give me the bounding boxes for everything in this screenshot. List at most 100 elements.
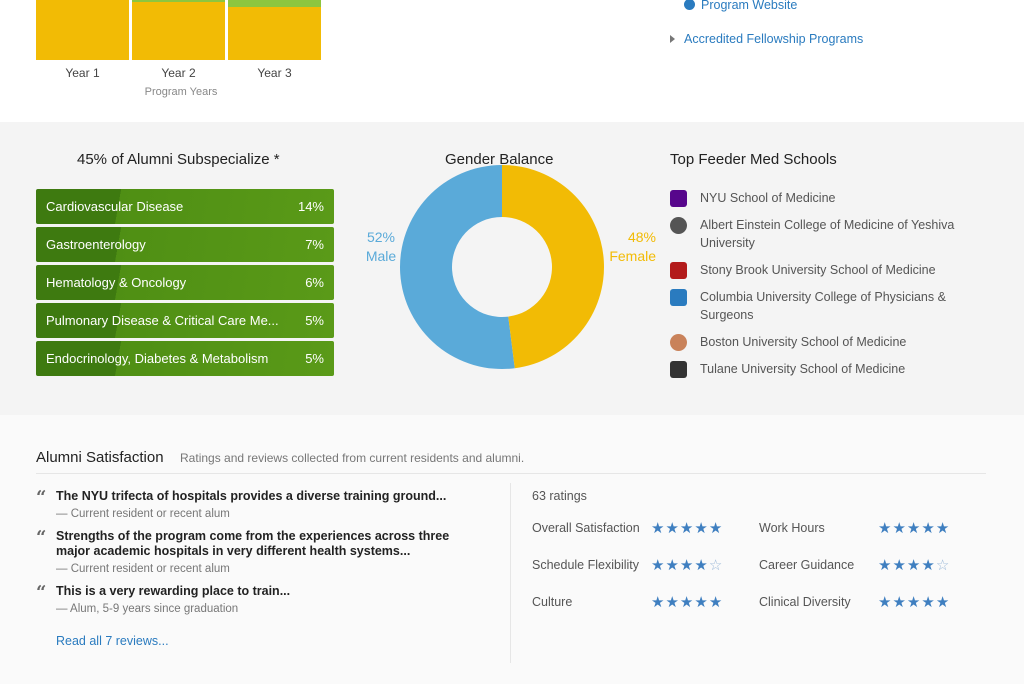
subspecialty-pct: 7% bbox=[305, 237, 324, 252]
rating-label: Schedule Flexibility bbox=[532, 558, 639, 572]
bu-seal-icon bbox=[670, 334, 687, 351]
tick-year-1: Year 1 bbox=[65, 66, 100, 80]
subspecialty-pct: 6% bbox=[305, 275, 324, 290]
review-quote: The NYU trifecta of hospitals provides a… bbox=[56, 489, 447, 503]
feeder-schools-title: Top Feeder Med Schools bbox=[670, 151, 837, 168]
review-item: “ Strengths of the program come from the… bbox=[36, 527, 476, 575]
gender-balance-title: Gender Balance bbox=[445, 151, 554, 168]
school-name: NYU School of Medicine bbox=[700, 191, 836, 205]
school-name: Albert Einstein College of Medicine of Y… bbox=[700, 218, 955, 250]
star-filled-icon: ★ bbox=[679, 520, 695, 537]
female-label: 48% Female bbox=[600, 228, 656, 266]
subspecialty-row[interactable]: Cardiovascular Disease 14% bbox=[36, 189, 334, 224]
rating-stars: ★★★★☆ bbox=[878, 556, 950, 574]
rating-label: Clinical Diversity bbox=[759, 595, 851, 609]
star-filled-icon: ★ bbox=[921, 520, 936, 537]
star-filled-icon: ★ bbox=[665, 520, 680, 537]
star-filled-icon: ★ bbox=[665, 594, 680, 611]
quote-icon: “ bbox=[36, 527, 47, 548]
ratings-panel: 63 ratings Overall Satisfaction ★★★★★ Wo… bbox=[532, 489, 982, 611]
subspecialty-row[interactable]: Pulmonary Disease & Critical Care Me... … bbox=[36, 303, 334, 338]
quote-icon: “ bbox=[36, 487, 47, 508]
star-filled-icon: ★ bbox=[665, 557, 680, 574]
program-website-link[interactable]: Program Website bbox=[684, 0, 797, 12]
einstein-seal-icon bbox=[670, 217, 687, 234]
male-label: 52% Male bbox=[360, 228, 402, 266]
star-filled-icon: ★ bbox=[878, 594, 893, 611]
star-empty-icon: ☆ bbox=[708, 557, 724, 574]
program-website-label: Program Website bbox=[701, 0, 798, 12]
school-name: Tulane University School of Medicine bbox=[700, 362, 906, 376]
star-filled-icon: ★ bbox=[679, 557, 695, 574]
school-item: Albert Einstein College of Medicine of Y… bbox=[670, 216, 970, 252]
rating-label: Overall Satisfaction bbox=[532, 521, 640, 535]
accredited-fellowship-link[interactable]: Accredited Fellowship Programs bbox=[670, 32, 863, 46]
tulane-shield-icon bbox=[670, 361, 687, 378]
program-years-axis-label: Program Years bbox=[144, 86, 218, 98]
star-filled-icon: ★ bbox=[892, 557, 907, 574]
subspecialty-label: Endocrinology, Diabetes & Metabolism bbox=[46, 351, 269, 366]
star-filled-icon: ★ bbox=[694, 594, 709, 611]
rating-stars: ★★★★★ bbox=[878, 593, 950, 611]
program-years-section: Year 1 Year 2 Year 3 Program Years Progr… bbox=[0, 0, 1024, 122]
female-pct: 48% bbox=[627, 229, 656, 245]
globe-icon bbox=[684, 0, 695, 10]
stony-brook-icon bbox=[670, 262, 687, 279]
review-author: — Current resident or recent alum bbox=[56, 508, 230, 520]
school-item: Boston University School of Medicine bbox=[670, 333, 970, 351]
star-filled-icon: ★ bbox=[651, 557, 666, 574]
columbia-crown-icon bbox=[670, 289, 687, 306]
star-filled-icon: ★ bbox=[708, 594, 724, 611]
school-item: NYU School of Medicine bbox=[670, 189, 970, 207]
subspecialty-list: Cardiovascular Disease 14% Gastroenterol… bbox=[36, 189, 334, 379]
review-quote: Strengths of the program come from the e… bbox=[56, 529, 450, 558]
school-item: Columbia University College of Physician… bbox=[670, 288, 970, 324]
subspecialty-label: Gastroenterology bbox=[46, 237, 146, 252]
subspecialty-row[interactable]: Endocrinology, Diabetes & Metabolism 5% bbox=[36, 341, 334, 376]
reviews-list: “ The NYU trifecta of hospitals provides… bbox=[36, 487, 476, 624]
school-name: Stony Brook University School of Medicin… bbox=[700, 263, 936, 277]
subspecialty-row[interactable]: Hematology & Oncology 6% bbox=[36, 265, 334, 300]
star-filled-icon: ★ bbox=[878, 520, 893, 537]
star-empty-icon: ☆ bbox=[935, 557, 951, 574]
rating-stars: ★★★★★ bbox=[878, 519, 950, 537]
header-divider bbox=[36, 473, 986, 474]
vertical-divider bbox=[510, 483, 511, 663]
female-slice bbox=[502, 165, 605, 369]
satisfaction-header: Alumni Satisfaction Ratings and reviews … bbox=[36, 449, 524, 467]
rating-label: Work Hours bbox=[759, 521, 825, 535]
rating-stars: ★★★★☆ bbox=[651, 556, 723, 574]
bar-year-3 bbox=[228, 0, 321, 60]
star-filled-icon: ★ bbox=[694, 520, 709, 537]
star-filled-icon: ★ bbox=[694, 557, 709, 574]
subspecialty-label: Hematology & Oncology bbox=[46, 275, 187, 290]
star-filled-icon: ★ bbox=[935, 594, 951, 611]
star-filled-icon: ★ bbox=[892, 520, 907, 537]
read-all-reviews-link[interactable]: Read all 7 reviews... bbox=[56, 634, 169, 648]
star-filled-icon: ★ bbox=[878, 557, 893, 574]
satisfaction-title: Alumni Satisfaction bbox=[36, 449, 164, 466]
female-text: Female bbox=[609, 248, 656, 264]
subspecialty-pct: 5% bbox=[305, 351, 324, 366]
quote-icon: “ bbox=[36, 582, 47, 603]
star-filled-icon: ★ bbox=[708, 520, 724, 537]
rating-stars: ★★★★★ bbox=[651, 519, 723, 537]
star-filled-icon: ★ bbox=[906, 520, 922, 537]
subspecialty-row[interactable]: Gastroenterology 7% bbox=[36, 227, 334, 262]
program-years-chart: Year 1 Year 2 Year 3 Program Years bbox=[36, 0, 326, 105]
gender-donut-chart: 52% Male 48% Female bbox=[360, 152, 660, 392]
bar-year-2-cap bbox=[132, 0, 225, 2]
subspecialty-label: Pulmonary Disease & Critical Care Me... bbox=[46, 313, 279, 328]
star-filled-icon: ★ bbox=[651, 520, 666, 537]
rating-stars: ★★★★★ bbox=[651, 593, 723, 611]
subspecialty-pct: 5% bbox=[305, 313, 324, 328]
subspecialize-title: 45% of Alumni Subspecialize * bbox=[77, 151, 280, 168]
male-slice bbox=[400, 165, 515, 369]
nyu-torch-icon bbox=[670, 190, 687, 207]
bar-year-3-cap bbox=[228, 0, 321, 8]
star-filled-icon: ★ bbox=[921, 594, 936, 611]
star-filled-icon: ★ bbox=[679, 594, 695, 611]
satisfaction-subtitle: Ratings and reviews collected from curre… bbox=[180, 451, 525, 465]
school-name: Boston University School of Medicine bbox=[700, 335, 907, 349]
subspecialty-label: Cardiovascular Disease bbox=[46, 199, 184, 214]
